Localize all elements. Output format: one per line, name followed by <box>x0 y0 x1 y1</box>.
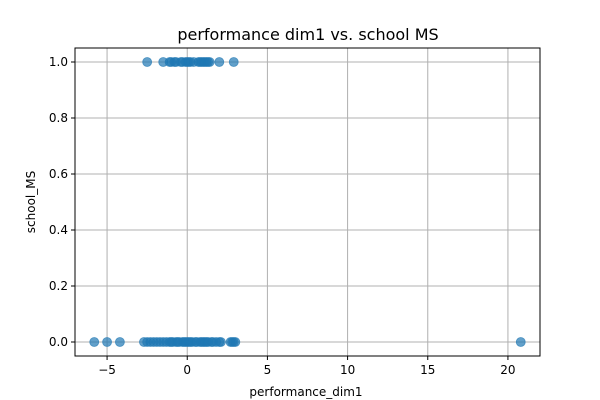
scatter-point <box>89 337 100 347</box>
scatter-point <box>230 337 241 347</box>
scatter-point <box>114 337 125 347</box>
scatter-point <box>142 57 153 67</box>
x-tick-label: 15 <box>420 363 435 377</box>
y-tick-label: 0.8 <box>49 111 68 125</box>
y-tick-label: 0.2 <box>49 279 68 293</box>
scatter-point <box>228 57 239 67</box>
y-tick-label: 0.6 <box>49 167 68 181</box>
grid-lines <box>75 48 540 356</box>
x-tick-label: 10 <box>340 363 355 377</box>
data-points <box>89 57 526 347</box>
y-tick-label: 1.0 <box>49 55 68 69</box>
y-axis-label: school_MS <box>24 171 38 233</box>
x-axis-label: performance_dim1 <box>249 385 362 399</box>
plot-frame <box>74 47 541 357</box>
scatter-point <box>216 337 226 347</box>
chart-title: performance dim1 vs. school MS <box>177 25 438 44</box>
scatter-point <box>204 57 215 67</box>
scatter-point <box>214 57 225 67</box>
x-tick-label: −5 <box>98 363 116 377</box>
x-tick-label: 20 <box>500 363 515 377</box>
x-tick-label: 0 <box>183 363 191 377</box>
x-tick-label: 5 <box>264 363 272 377</box>
scatter-point <box>515 337 526 347</box>
scatter-point <box>102 337 112 347</box>
axis-ticks: −5 0 5 10 15 20 0.0 0.2 0.4 0.6 0.8 1.0 <box>49 55 516 377</box>
y-tick-label: 0.0 <box>49 335 68 349</box>
y-tick-label: 0.4 <box>49 223 68 237</box>
